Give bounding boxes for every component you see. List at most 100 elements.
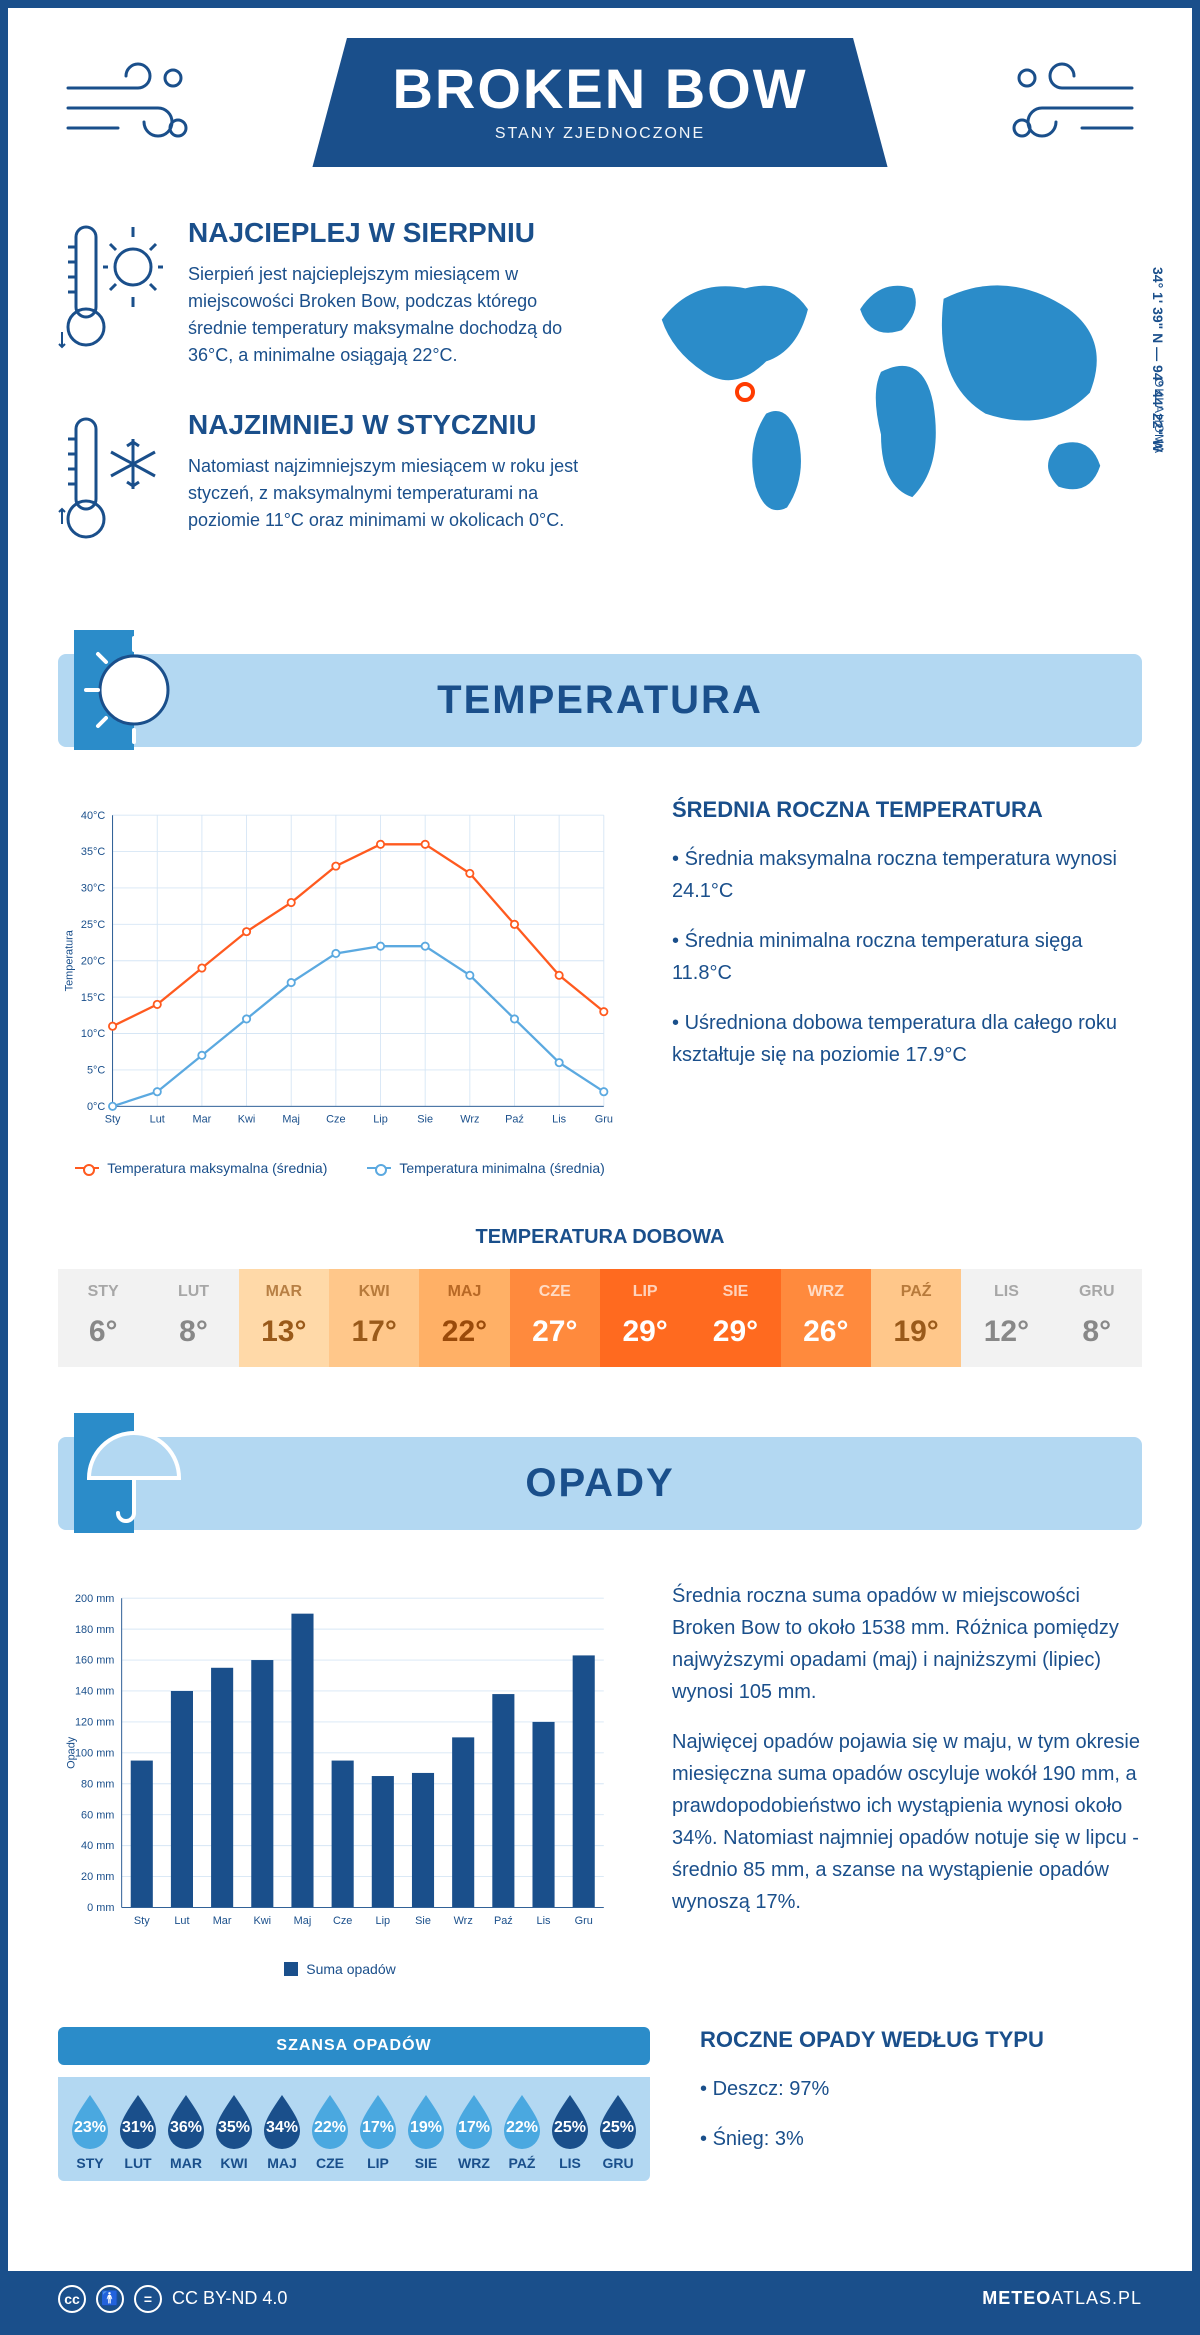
coldest-text: Natomiast najzimniejszym miesiącem w rok…: [188, 453, 580, 534]
chance-cell: 17% WRZ: [450, 2091, 498, 2171]
warmest-text: Sierpień jest najcieplejszym miesiącem w…: [188, 261, 580, 369]
subtitle: STANY ZJEDNOCZONE: [392, 125, 807, 143]
svg-text:160 mm: 160 mm: [75, 1654, 114, 1666]
precipitation-bar-chart: 0 mm 20 mm 40 mm 60 mm 80 mm 100 mm 120 mm 140 …: [58, 1580, 622, 1977]
svg-text:100 mm: 100 mm: [75, 1747, 114, 1759]
precip-paragraph: Najwięcej opadów pojawia się w maju, w t…: [672, 1726, 1142, 1918]
svg-text:Kwi: Kwi: [254, 1915, 272, 1927]
svg-text:20°C: 20°C: [81, 955, 105, 967]
coldest-block: NAJZIMNIEJ W STYCZNIU Natomiast najzimni…: [58, 409, 580, 554]
svg-text:20 mm: 20 mm: [81, 1871, 114, 1883]
svg-text:Lis: Lis: [537, 1915, 551, 1927]
chance-cell: 35% KWI: [210, 2091, 258, 2171]
temp-bullet: Średnia maksymalna roczna temperatura wy…: [672, 843, 1142, 907]
svg-text:Maj: Maj: [294, 1915, 312, 1927]
chance-cell: 25% LIS: [546, 2091, 594, 2171]
svg-text:40 mm: 40 mm: [81, 1840, 114, 1852]
precip-type-heading: ROCZNE OPADY WEDŁUG TYPU: [700, 2027, 1142, 2053]
chance-cell: 17% LIP: [354, 2091, 402, 2171]
chance-cell: 22% CZE: [306, 2091, 354, 2171]
thermo-sun-icon: [58, 217, 168, 369]
legend-min: Temperatura minimalna (średnia): [367, 1160, 604, 1176]
daily-temp-cell: STY6°: [58, 1269, 148, 1367]
daily-temp-cell: WRZ26°: [781, 1269, 871, 1367]
footer-brand: METEOATLAS.PL: [982, 2288, 1142, 2309]
chance-cell: 34% MAJ: [258, 2091, 306, 2171]
precip-type-bullet: Deszcz: 97%: [700, 2073, 1142, 2105]
precipitation-heading: OPADY: [58, 1461, 1142, 1506]
svg-text:Gru: Gru: [595, 1114, 613, 1126]
umbrella-icon: [74, 1413, 194, 1533]
nd-icon: =: [134, 2285, 162, 2313]
thermo-snow-icon: [58, 409, 168, 554]
daily-temp-cell: GRU8°: [1052, 1269, 1142, 1367]
daily-temp-table: STY6°LUT8°MAR13°KWI17°MAJ22°CZE27°LIP29°…: [58, 1269, 1142, 1367]
chance-cell: 23% STY: [66, 2091, 114, 2171]
svg-text:Lip: Lip: [373, 1114, 388, 1126]
cc-icon: cc: [58, 2285, 86, 2313]
title-banner: BROKEN BOW STANY ZJEDNOCZONE: [312, 38, 887, 167]
svg-text:Cze: Cze: [333, 1915, 352, 1927]
temp-summary-heading: ŚREDNIA ROCZNA TEMPERATURA: [672, 797, 1142, 823]
svg-text:200 mm: 200 mm: [75, 1593, 114, 1605]
svg-text:Gru: Gru: [575, 1915, 593, 1927]
svg-text:Cze: Cze: [326, 1114, 345, 1126]
svg-text:Mar: Mar: [192, 1114, 211, 1126]
svg-text:5°C: 5°C: [87, 1065, 105, 1077]
wind-icon-right: [1002, 48, 1142, 158]
svg-text:15°C: 15°C: [81, 992, 105, 1004]
temp-bullet: Średnia minimalna roczna temperatura się…: [672, 925, 1142, 989]
chance-cell: 36% MAR: [162, 2091, 210, 2171]
info-row: NAJCIEPLEJ W SIERPNIU Sierpień jest najc…: [58, 217, 1142, 594]
svg-text:Lut: Lut: [174, 1915, 189, 1927]
by-icon: 🚹: [96, 2285, 124, 2313]
svg-text:120 mm: 120 mm: [75, 1716, 114, 1728]
daily-temp-cell: LIS12°: [961, 1269, 1051, 1367]
legend-max: Temperatura maksymalna (średnia): [75, 1160, 327, 1176]
legend-precip: Suma opadów: [284, 1961, 396, 1977]
svg-text:25°C: 25°C: [81, 919, 105, 931]
svg-text:80 mm: 80 mm: [81, 1778, 114, 1790]
footer: cc 🚹 = CC BY-ND 4.0 METEOATLAS.PL: [8, 2271, 1192, 2327]
svg-text:Wrz: Wrz: [454, 1915, 473, 1927]
temperature-summary: ŚREDNIA ROCZNA TEMPERATURA Średnia maksy…: [672, 797, 1142, 1176]
svg-text:Sty: Sty: [134, 1915, 150, 1927]
warmest-title: NAJCIEPLEJ W SIERPNIU: [188, 217, 580, 249]
svg-text:Paź: Paź: [505, 1114, 524, 1126]
svg-text:Wrz: Wrz: [460, 1114, 479, 1126]
svg-text:140 mm: 140 mm: [75, 1685, 114, 1697]
daily-temp-cell: MAR13°: [239, 1269, 329, 1367]
precip-type-bullet: Śnieg: 3%: [700, 2123, 1142, 2155]
svg-text:Kwi: Kwi: [238, 1114, 256, 1126]
svg-text:60 mm: 60 mm: [81, 1809, 114, 1821]
chance-title: SZANSA OPADÓW: [58, 2027, 650, 2065]
svg-text:Lis: Lis: [552, 1114, 566, 1126]
svg-text:Sie: Sie: [415, 1915, 431, 1927]
temperature-heading: TEMPERATURA: [58, 678, 1142, 723]
svg-text:Lut: Lut: [150, 1114, 165, 1126]
daily-temp-cell: PAŹ19°: [871, 1269, 961, 1367]
svg-text:10°C: 10°C: [81, 1028, 105, 1040]
chance-row: 23% STY 31% LUT 36% MAR 35% KWI 34% MAJ …: [58, 2077, 650, 2181]
svg-text:Paź: Paź: [494, 1915, 513, 1927]
svg-text:0 mm: 0 mm: [87, 1902, 114, 1914]
chance-cell: 31% LUT: [114, 2091, 162, 2171]
chance-cell: 25% GRU: [594, 2091, 642, 2171]
world-map: 34° 1' 39" N — 94° 44' 22" W OKLAHOMA: [620, 257, 1142, 554]
svg-text:30°C: 30°C: [81, 883, 105, 895]
svg-text:Opady: Opady: [65, 1736, 77, 1769]
temp-bullet: Uśredniona dobowa temperatura dla całego…: [672, 1007, 1142, 1071]
svg-text:Lip: Lip: [376, 1915, 391, 1927]
daily-temp-title: TEMPERATURA DOBOWA: [58, 1226, 1142, 1249]
svg-text:35°C: 35°C: [81, 846, 105, 858]
svg-text:Sty: Sty: [105, 1114, 121, 1126]
page-title: BROKEN BOW: [392, 56, 807, 121]
location-marker: [735, 382, 755, 402]
license-text: CC BY-ND 4.0: [172, 2288, 287, 2309]
wind-icon-left: [58, 48, 198, 158]
daily-temp-cell: SIE29°: [690, 1269, 780, 1367]
daily-temp-cell: LIP29°: [600, 1269, 690, 1367]
svg-text:0°C: 0°C: [87, 1101, 105, 1113]
precip-type-summary: ROCZNE OPADY WEDŁUG TYPU Deszcz: 97% Śnie…: [700, 2027, 1142, 2221]
svg-text:Temperatura: Temperatura: [64, 929, 76, 991]
